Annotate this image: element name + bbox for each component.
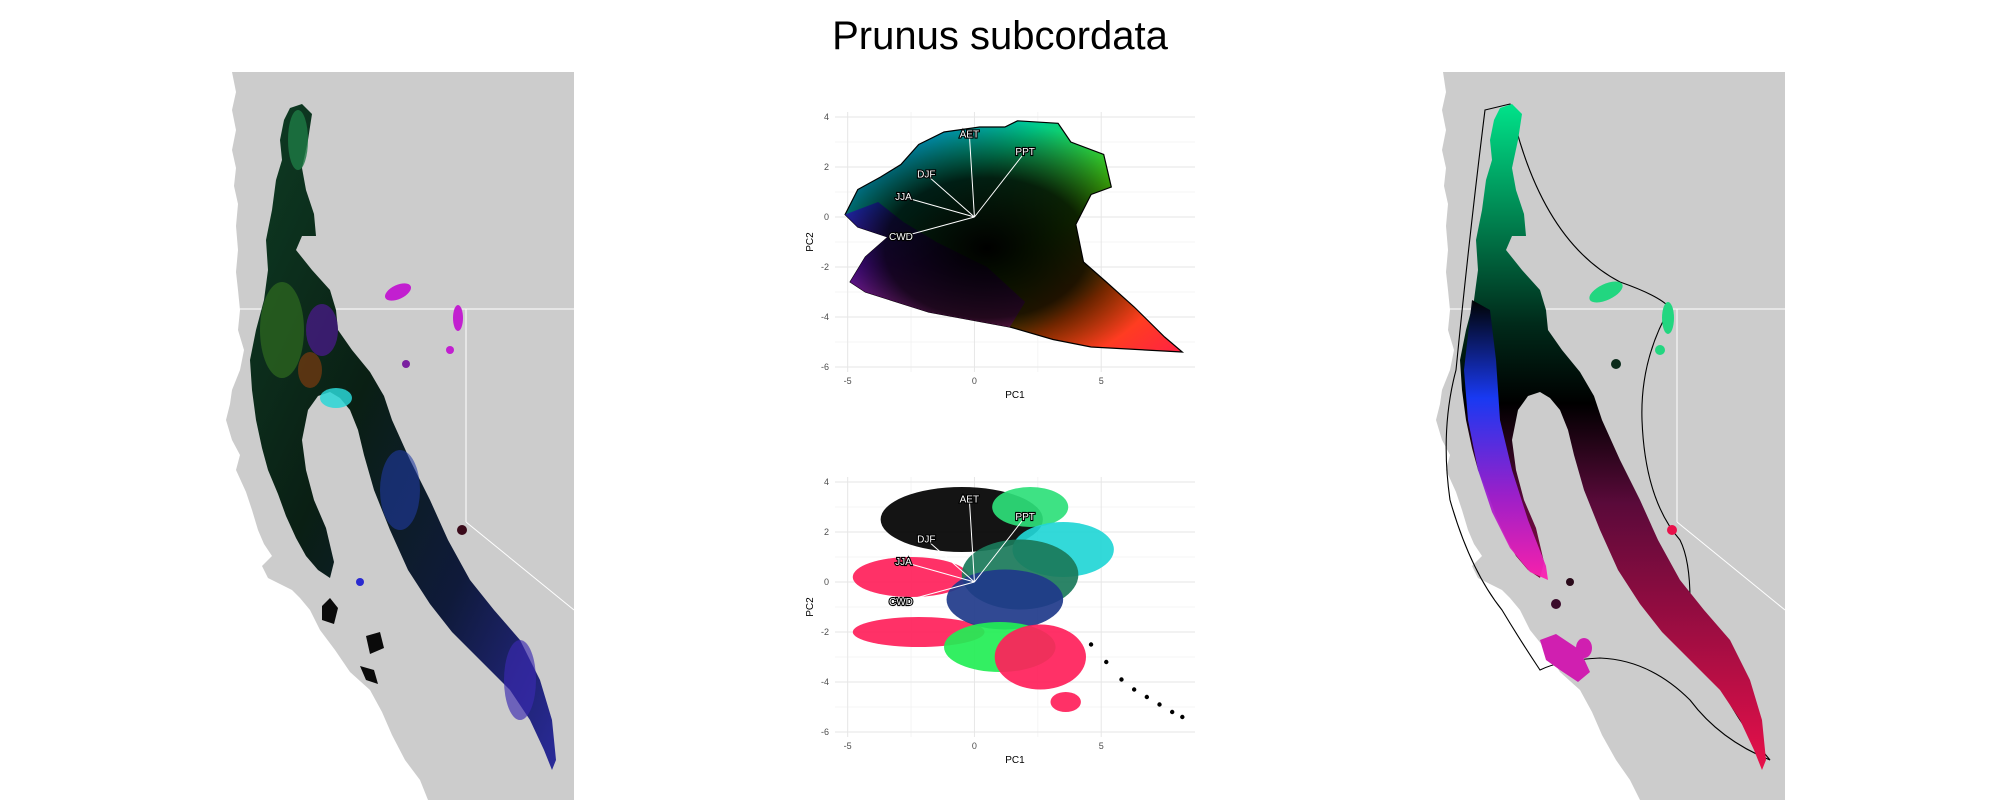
pca-top-x-tick-label: -5 <box>844 376 852 386</box>
chart-title: Prunus subcordata <box>832 14 1168 58</box>
pca-top-x-axis-label: PC1 <box>1005 390 1025 401</box>
pca-top-vector-label-cwd: CWD <box>889 232 913 243</box>
pca-top-vector-label-jja: JJA <box>895 192 912 203</box>
pca-bottom-y-tick-label: -2 <box>821 627 829 637</box>
pca-bottom-y-tick-label: 0 <box>824 577 829 587</box>
pca-top-y-tick-label: -2 <box>821 262 829 272</box>
pca-bottom-tail-point-6 <box>1169 709 1175 715</box>
pca-top-vectors: AET PPT DJF JJA CWD <box>888 128 1036 244</box>
left-map-state-line-diag <box>465 521 575 611</box>
pca-bottom-y-tick-label: 4 <box>824 477 829 487</box>
pca-top-y-axis-label: PC2 <box>805 232 816 252</box>
pca-bottom-tail-point-7 <box>1180 714 1185 720</box>
right-map-outlier-6 <box>1566 578 1574 586</box>
pca-top-y-tick-label: 4 <box>824 112 829 122</box>
left-map-patch-orange <box>298 352 322 388</box>
pca-top-vector-aet <box>968 134 975 218</box>
pca-bottom-ticks: -5 0 5 -6 -4 -2 0 2 4 <box>821 477 1104 751</box>
pca-bottom-y-tick-label: -6 <box>821 727 829 737</box>
right-map-range-east <box>1460 104 1766 770</box>
pca-bottom-vectors: AET PPT DJF JJA CWD <box>888 493 1036 609</box>
pca-top-x-tick-label: 5 <box>1099 376 1104 386</box>
pca-top-vector-label-ppt: PPT <box>1015 147 1034 158</box>
pca-bottom-tail-point-3 <box>1131 687 1137 692</box>
left-map-outlier-2 <box>453 305 463 331</box>
right-map-state-line-diag <box>1676 521 1786 611</box>
pca-bottom-vector-djf <box>925 539 975 583</box>
left-map-outlier-4 <box>402 360 410 368</box>
pca-bottom-vector-label-ppt: PPT <box>1015 512 1034 523</box>
pca-top-black-center <box>845 120 1183 352</box>
pca-bottom-tail-point-1 <box>1104 659 1109 665</box>
pca-top-panel: AET PPT DJF JJA CWD -5 0 5 -6 -4 -2 0 2 4 PC1 PC2 <box>805 112 1195 401</box>
pca-bottom-vector-label-djf: DJF <box>917 535 935 546</box>
right-map-outlier-2 <box>1662 302 1674 334</box>
pca-top-vector-label-aet: AET <box>960 130 979 141</box>
pca-bottom-vector-ppt <box>974 516 1026 583</box>
pca-bottom-vector-label-cwd: CWD <box>889 597 913 608</box>
pca-bottom-cluster-3 <box>992 487 1069 527</box>
right-map-coast-strip <box>1464 300 1548 580</box>
left-map-coastal-patch <box>322 598 384 684</box>
pca-top-vector-cwd <box>900 216 975 238</box>
pca-top-y-tick-label: -4 <box>821 312 829 322</box>
right-map-outlier-1 <box>1589 281 1623 303</box>
pca-bottom-x-tick-label: 0 <box>972 741 977 751</box>
pca-top-y-tick-label: -6 <box>821 362 829 372</box>
pca-bottom-x-tick-label: -5 <box>844 741 852 751</box>
pca-bottom-vector-cwd <box>900 581 975 603</box>
left-map-range <box>250 104 556 770</box>
left-map-patch-green-north <box>288 110 308 170</box>
right-map-outlier-3 <box>1655 345 1665 355</box>
left-map-patch-teal <box>320 388 352 408</box>
pca-bottom-clusters <box>852 487 1114 712</box>
pca-bottom-y-tick-label: -4 <box>821 677 829 687</box>
pca-top-x-tick-label: 0 <box>972 376 977 386</box>
pca-top-y-tick-label: 0 <box>824 212 829 222</box>
right-map <box>1436 72 1786 800</box>
pca-bottom-tail-points <box>1088 642 1185 720</box>
pca-bottom-cluster-9 <box>1050 692 1081 712</box>
pca-bottom-vector-label-jja: JJA <box>895 557 912 568</box>
pca-bottom-cluster-8 <box>994 624 1086 690</box>
pca-top-y-tick-label: 2 <box>824 162 829 172</box>
pca-bottom-vector-label-aet: AET <box>960 495 979 506</box>
pca-bottom-panel: AET PPT DJF JJA CWD -5 0 5 -6 -4 -2 0 2 4 PC1 PC2 <box>805 477 1195 766</box>
pca-bottom-tail-point-4 <box>1144 694 1150 700</box>
left-map-patch-purple <box>306 304 338 356</box>
pca-bottom-y-axis-label: PC2 <box>805 597 816 617</box>
pca-bottom-x-axis-label: PC1 <box>1005 755 1025 766</box>
pca-bottom-y-tick-label: 2 <box>824 527 829 537</box>
right-map-south-patch <box>1540 634 1590 682</box>
pca-bottom-cluster-1 <box>852 557 970 597</box>
pca-bottom-tail-point-2 <box>1119 677 1124 682</box>
pca-top-vector-jja <box>903 196 975 218</box>
pca-top-vector-djf <box>925 174 975 218</box>
right-map-outlier-5 <box>1667 525 1677 535</box>
left-map-outlier-6 <box>356 578 364 586</box>
left-map <box>226 72 575 800</box>
pca-bottom-vector-aet <box>968 499 975 583</box>
pca-bottom-tail-point-5 <box>1157 702 1162 707</box>
left-map-patch-blue-south <box>504 640 536 720</box>
pca-top-vector-label-djf: DJF <box>917 170 935 181</box>
pca-bottom-vector-jja <box>903 561 975 583</box>
right-map-outlier-8 <box>1551 599 1561 609</box>
right-map-outlier-4 <box>1611 359 1621 369</box>
left-map-patch-blue <box>380 450 420 530</box>
pca-bottom-x-tick-label: 5 <box>1099 741 1104 751</box>
pca-top-vector-ppt <box>974 151 1026 218</box>
left-map-outlier-5 <box>457 525 467 535</box>
left-map-outlier-3 <box>446 346 454 354</box>
right-map-outlier-7 <box>1576 638 1592 658</box>
pca-top-ticks: -5 0 5 -6 -4 -2 0 2 4 <box>821 112 1104 386</box>
pca-bottom-tail-point-0 <box>1088 642 1094 647</box>
pca-bottom-cluster-6 <box>946 569 1064 630</box>
left-map-outlier-1 <box>384 283 412 301</box>
left-map-patch-green <box>260 282 304 378</box>
